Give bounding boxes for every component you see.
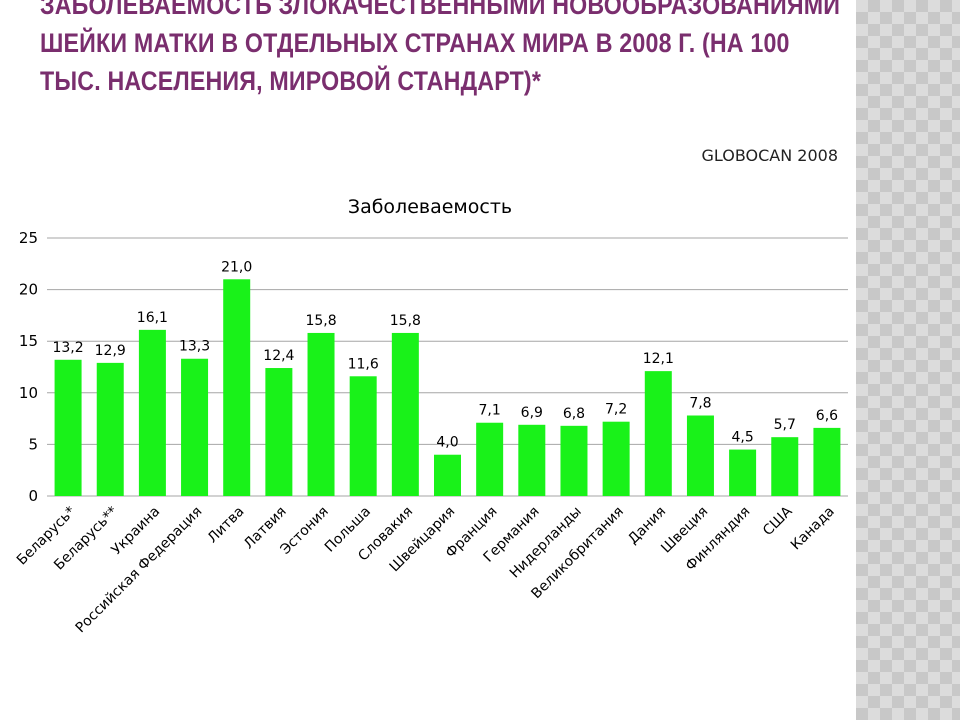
bar-18 [771, 437, 799, 496]
bar-1 [54, 359, 82, 496]
data-label: 12,1 [643, 351, 674, 367]
x-category-label: США [760, 503, 796, 539]
bar-2 [96, 362, 124, 496]
source-label: GLOBOCAN 2008 [701, 146, 838, 165]
bar-6 [265, 368, 293, 496]
bar-12 [518, 424, 546, 496]
data-label: 4,0 [436, 435, 458, 451]
bar-8 [349, 376, 377, 496]
bar-10 [434, 454, 461, 496]
bar-5 [223, 279, 251, 496]
y-tick-label: 5 [28, 435, 38, 453]
bar-11 [476, 422, 504, 496]
bar-19 [813, 427, 841, 496]
chart-bars [54, 279, 841, 496]
data-label: 16,1 [137, 310, 168, 326]
bar-4 [181, 358, 209, 496]
y-tick-label: 25 [19, 229, 38, 247]
bar-9 [391, 332, 419, 496]
y-tick-label: 15 [19, 332, 38, 350]
side-decorative-pattern [856, 0, 960, 720]
data-label: 6,6 [816, 408, 838, 424]
chart-gridlines [47, 237, 848, 497]
x-category-label: Канада [788, 504, 838, 554]
data-label: 7,1 [479, 403, 501, 419]
data-label: 13,2 [52, 340, 83, 356]
bar-chart: Заболеваемость 051015202513,2Беларусь*12… [14, 196, 848, 636]
data-label: 15,8 [390, 313, 421, 329]
bar-7 [307, 332, 335, 496]
data-label: 7,8 [689, 396, 711, 412]
bar-17 [729, 449, 757, 496]
data-label: 6,8 [563, 406, 585, 422]
bar-16 [686, 415, 714, 496]
y-tick-label: 10 [19, 384, 38, 402]
data-label: 5,7 [774, 417, 796, 433]
data-label: 15,8 [305, 313, 336, 329]
bar-15 [644, 371, 672, 496]
bar-13 [560, 425, 588, 496]
bar-14 [602, 421, 630, 496]
data-label: 21,0 [221, 259, 252, 275]
data-label: 12,9 [95, 343, 126, 359]
data-label: 11,6 [348, 356, 379, 372]
y-tick-label: 20 [19, 281, 38, 299]
data-label: 6,9 [521, 405, 543, 421]
chart-title: Заболеваемость [348, 196, 512, 218]
y-tick-label: 0 [28, 487, 38, 505]
data-label: 13,3 [179, 339, 210, 355]
data-label: 12,4 [263, 348, 294, 364]
data-label: 4,5 [731, 430, 753, 446]
slide-title: ЗАБОЛЕВАЕМОСТЬ ЗЛОКАЧЕСТВЕННЫМИ НОВООБРА… [40, 0, 841, 96]
data-label: 7,2 [605, 402, 627, 418]
bar-3 [138, 329, 166, 496]
